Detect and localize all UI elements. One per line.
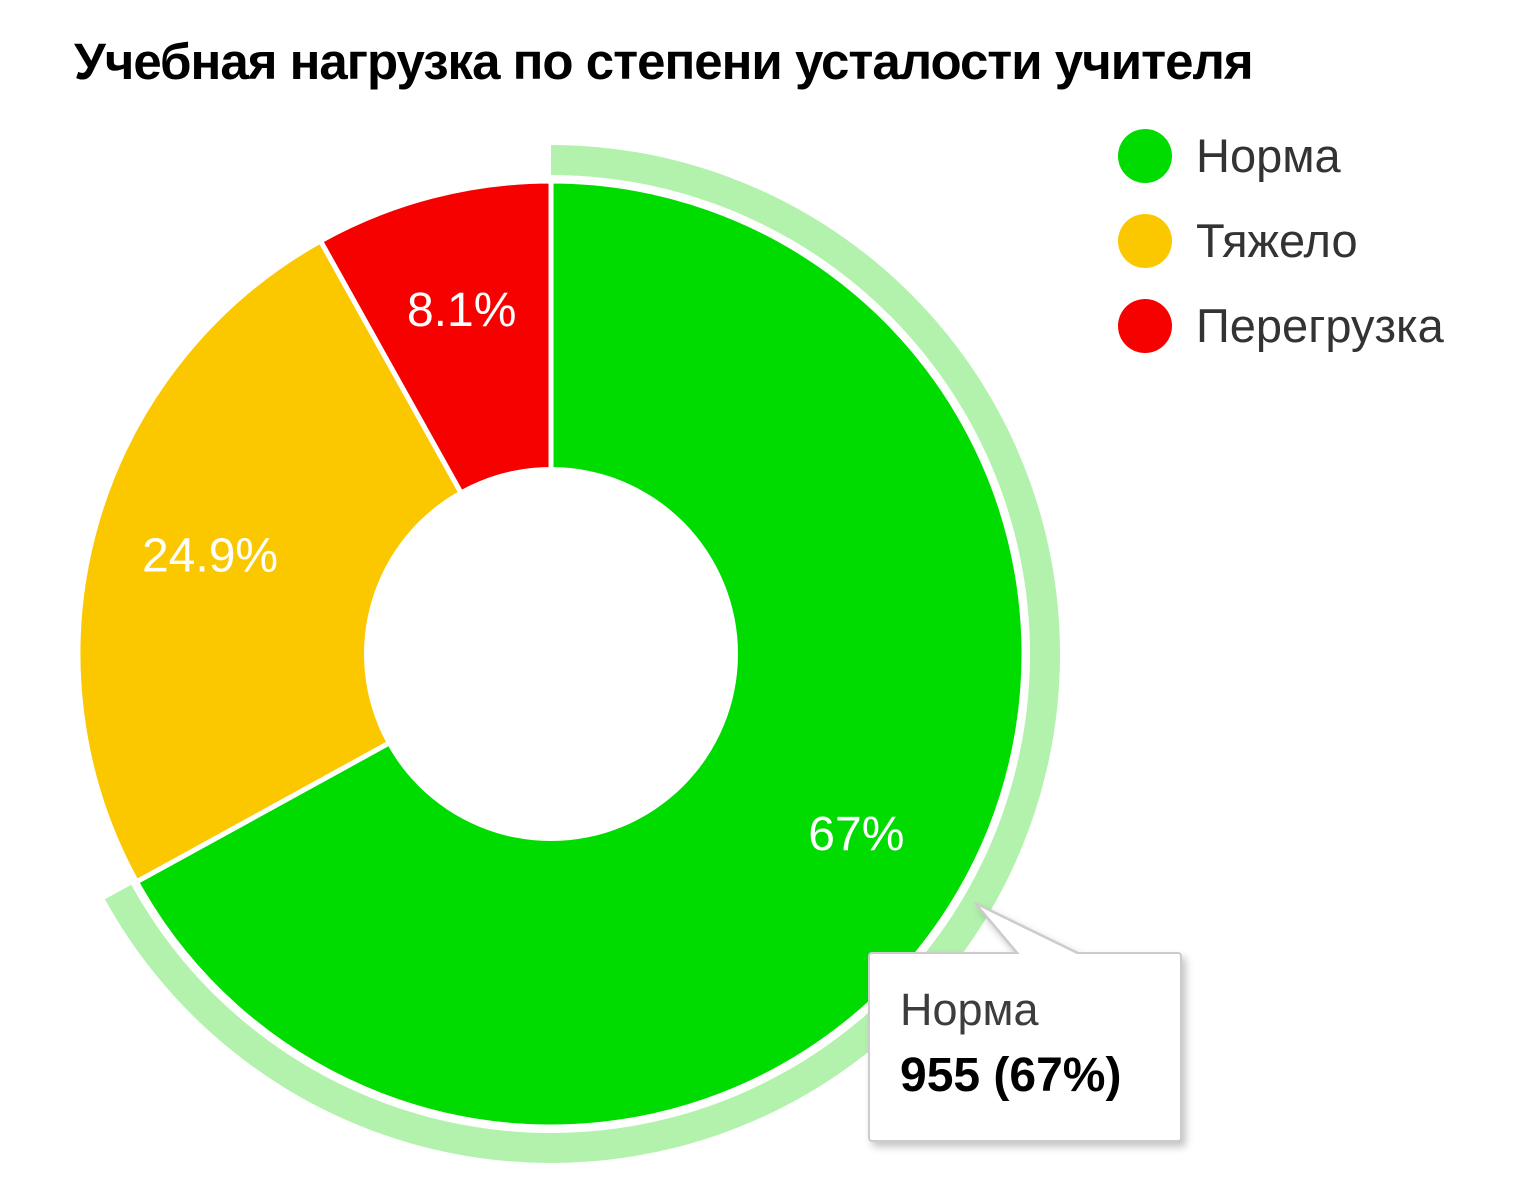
legend-item-tyazhelo[interactable]: Тяжело — [1118, 213, 1444, 268]
legend-swatch-tyazhelo-icon — [1118, 213, 1172, 268]
legend: Норма Тяжело Перегрузка — [1118, 128, 1444, 353]
legend-item-peregruzka[interactable]: Перегрузка — [1118, 298, 1444, 353]
slice-label-norma: 67% — [808, 808, 904, 861]
legend-item-norma[interactable]: Норма — [1118, 128, 1444, 183]
pie-slice-tyazhelo[interactable] — [75, 238, 554, 885]
slice-label-peregruzka: 8.1% — [407, 284, 516, 337]
legend-swatch-peregruzka-icon — [1118, 298, 1172, 353]
donut-hole — [364, 467, 738, 841]
legend-label-tyazhelo: Тяжело — [1196, 214, 1358, 267]
legend-swatch-norma-icon — [1118, 128, 1172, 183]
slice-label-tyazhelo: 24.9% — [142, 530, 278, 583]
legend-label-peregruzka: Перегрузка — [1196, 299, 1444, 352]
legend-label-norma: Норма — [1196, 129, 1341, 182]
chart-title: Учебная нагрузка по степени усталости уч… — [74, 33, 1254, 90]
